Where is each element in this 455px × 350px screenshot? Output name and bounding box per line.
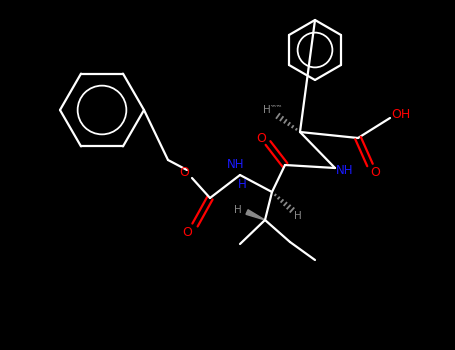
Text: H: H — [294, 211, 302, 221]
Text: O: O — [370, 167, 380, 180]
Text: O: O — [182, 226, 192, 239]
Text: OH: OH — [391, 107, 410, 120]
Text: H: H — [234, 205, 242, 215]
Text: NH: NH — [336, 163, 354, 176]
Text: O: O — [256, 132, 266, 145]
Text: O: O — [179, 167, 189, 180]
Text: H: H — [238, 178, 246, 191]
Text: H‷‷: H‷‷ — [263, 105, 281, 115]
Polygon shape — [246, 210, 265, 220]
Text: NH: NH — [227, 159, 245, 172]
